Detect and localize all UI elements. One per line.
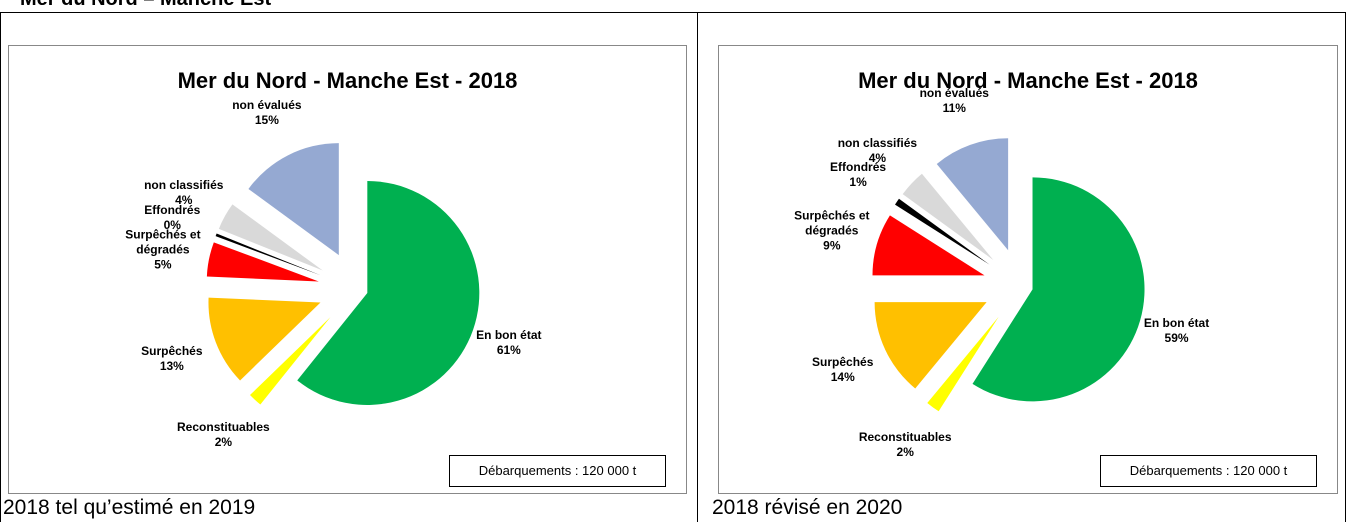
value-label: 13% <box>159 358 184 373</box>
category-label: Surpêchés <box>812 354 874 369</box>
chart-box: En bon état 61% Reconstituables 2% Surpêchés… <box>8 45 687 494</box>
pie-slice <box>208 297 321 381</box>
value-label: 2% <box>896 445 914 460</box>
annotation: Débarquements : 120 000 t <box>449 455 666 487</box>
value-label: 61% <box>496 342 521 357</box>
pie-slice <box>218 204 323 271</box>
value-label: 1% <box>849 175 867 190</box>
category-label: Effondrés <box>144 202 201 217</box>
pie-slice <box>895 198 990 265</box>
category-label: non classifiés <box>144 178 224 193</box>
category-label: Reconstituables <box>177 419 270 434</box>
category-label: Reconstituables <box>858 430 952 445</box>
pie-slice <box>927 316 999 412</box>
pie-slice <box>297 180 480 405</box>
pie-slice <box>972 177 1145 402</box>
pie <box>206 143 480 405</box>
caption: 2018 tel qu’estimé en 2019 <box>3 496 256 519</box>
pie-slice <box>872 215 985 276</box>
slice-label: non classifiés 4% <box>817 136 937 166</box>
pie-slice <box>206 242 319 282</box>
pie-slice <box>936 138 1009 251</box>
slice-label: non évalués 11% <box>894 86 1014 116</box>
category-label: non évalués <box>919 85 989 100</box>
slice-label: Surpêchés 13% <box>112 344 232 374</box>
pie-slice <box>248 143 339 256</box>
annotation: Débarquements : 120 000 t <box>1100 455 1317 487</box>
slice-label: non classifiés 4% <box>124 178 244 208</box>
value-label: 14% <box>830 369 855 384</box>
pie-slice <box>902 173 994 260</box>
slice-label: Reconstituables 2% <box>845 430 965 460</box>
category-label: En bon état <box>1143 316 1210 331</box>
category-label: non évalués <box>232 98 302 113</box>
slice-label: En bon état 61% <box>449 328 569 358</box>
slice-label: non évalués 15% <box>207 98 327 128</box>
chart-title: Mer du Nord - Manche Est - 2018 <box>858 68 1198 93</box>
value-label: 4% <box>175 193 193 208</box>
slice-label: Reconstituables 2% <box>163 420 283 450</box>
value-label: 5% <box>154 257 172 272</box>
chart-box: En bon état 59% Reconstituables 2% Surpêchés… <box>718 45 1338 494</box>
pie <box>872 138 1145 412</box>
value-label: 0% <box>163 217 181 232</box>
header: Mer du Nord – Manche Est <box>20 0 271 11</box>
caption: 2018 révisé en 2020 <box>712 496 903 519</box>
slice-label: En bon état 59% <box>1117 316 1237 346</box>
category-label: non classifiés <box>837 136 918 151</box>
slice-label: Effondrés 1% <box>798 160 918 190</box>
pie-slice <box>215 233 321 276</box>
chart-title: Mer du Nord - Manche Est - 2018 <box>177 68 518 93</box>
category-label: Effondrés <box>830 160 887 175</box>
value-label: 9% <box>823 238 841 253</box>
pie-slice <box>874 302 987 389</box>
category-label: Surpêchés et dégradés <box>125 227 201 257</box>
value-label: 2% <box>214 434 233 449</box>
slice-label: Surpêchés 14% <box>783 355 903 385</box>
pie-slice <box>249 317 331 405</box>
slice-label: Effondrés 0% <box>112 203 232 233</box>
cell-divider <box>697 12 698 522</box>
category-label: En bon état <box>476 327 542 342</box>
slice-label: Surpêchés et dégradés 9% <box>772 209 892 254</box>
value-label: 59% <box>1164 331 1189 346</box>
value-label: 11% <box>942 100 966 115</box>
slice-label: Surpêchés et dégradés 5% <box>103 227 223 272</box>
value-label: 15% <box>254 113 279 128</box>
category-label: Surpêchés et dégradés <box>794 208 870 238</box>
category-label: Surpêchés <box>141 343 203 358</box>
value-label: 4% <box>868 151 887 166</box>
